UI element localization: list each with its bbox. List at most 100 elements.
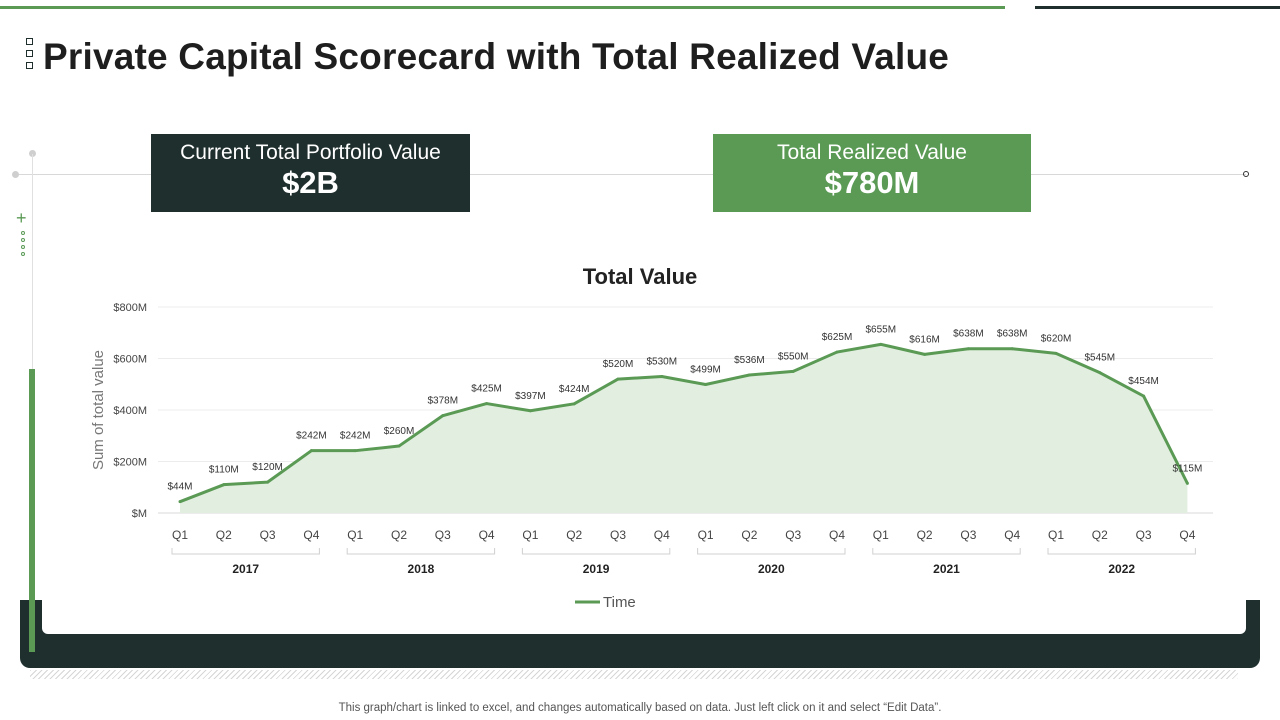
hatch-strip (30, 670, 1238, 679)
data-point (879, 342, 883, 346)
y-tick-label: $200M (113, 457, 147, 469)
year-label: 2022 (1108, 562, 1135, 576)
data-label: $620M (1041, 333, 1072, 344)
data-label: $499M (690, 365, 721, 376)
data-label: $120M (252, 462, 283, 473)
year-label: 2017 (232, 562, 259, 576)
y-tick-label: $800M (113, 302, 147, 314)
year-bracket (872, 548, 1021, 555)
data-point (397, 444, 401, 448)
x-tick-label: Q1 (873, 528, 889, 542)
data-label: $242M (296, 431, 327, 442)
data-point (309, 449, 313, 453)
x-tick-label: Q2 (391, 528, 407, 542)
data-label: $545M (1085, 353, 1116, 364)
divider-ring-right (1243, 171, 1249, 177)
data-label: $638M (953, 329, 984, 340)
vertical-divider (32, 154, 33, 369)
horizontal-divider (15, 174, 1246, 175)
data-label: $520M (603, 359, 634, 370)
x-tick-label: Q2 (917, 528, 933, 542)
data-point (616, 377, 620, 381)
data-point (747, 373, 751, 377)
data-label: $530M (647, 357, 678, 368)
x-tick-label: Q2 (1092, 528, 1108, 542)
kpi-realized-value: $780M (824, 165, 920, 200)
title-bullets-icon (26, 38, 34, 74)
y-axis-title: Sum of total value (90, 350, 107, 470)
divider-dot-left (12, 171, 19, 178)
data-label: $115M (1172, 463, 1202, 474)
dots-icon (21, 231, 25, 259)
data-label: $242M (340, 431, 371, 442)
data-point (1054, 351, 1058, 355)
year-bracket (1047, 548, 1196, 555)
year-label: 2020 (758, 562, 785, 576)
year-label: 2018 (408, 562, 435, 576)
series-line (179, 342, 1189, 504)
year-bracket (697, 548, 846, 555)
data-point (178, 500, 182, 504)
x-tick-label: Q3 (960, 528, 976, 542)
data-label: $616M (909, 334, 940, 345)
data-point (704, 383, 708, 387)
data-label: $536M (734, 355, 765, 366)
kpi-realized-label: Total Realized Value (777, 141, 967, 164)
data-point (222, 483, 226, 487)
data-point (1185, 481, 1189, 485)
data-label: $638M (997, 329, 1028, 340)
data-label: $260M (384, 426, 415, 437)
data-point (266, 480, 270, 484)
data-point (835, 350, 839, 354)
y-tick-label: $400M (113, 405, 147, 417)
x-tick-label: Q1 (172, 528, 188, 542)
x-tick-label: Q4 (829, 528, 845, 542)
x-tick-label: Q4 (1179, 528, 1195, 542)
data-point (528, 409, 532, 413)
x-tick-label: Q3 (610, 528, 626, 542)
x-tick-label: Q2 (741, 528, 757, 542)
year-label: 2019 (583, 562, 610, 576)
y-tick-label: $M (132, 508, 147, 520)
data-point (660, 375, 664, 379)
data-label: $424M (559, 384, 590, 395)
chart-title: Total Value (583, 264, 698, 289)
x-tick-label: Q3 (785, 528, 801, 542)
x-tick-label: Q4 (479, 528, 495, 542)
x-tick-label: Q3 (1136, 528, 1152, 542)
data-label: $655M (866, 324, 897, 335)
year-bracket (171, 548, 320, 555)
data-point (1010, 347, 1014, 351)
data-point (485, 402, 489, 406)
page-title: Private Capital Scorecard with Total Rea… (43, 36, 950, 77)
data-point (791, 369, 795, 373)
data-label: $378M (428, 396, 459, 407)
year-bracket (521, 548, 671, 555)
top-accent-line-green (0, 6, 1005, 9)
data-label: $110M (209, 465, 239, 476)
x-tick-label: Q2 (216, 528, 232, 542)
x-tick-label: Q1 (698, 528, 714, 542)
x-tick-label: Q3 (435, 528, 451, 542)
x-tick-label: Q4 (303, 528, 319, 542)
x-tick-label: Q4 (654, 528, 670, 542)
data-label: $425M (471, 384, 502, 395)
y-tick-label: $600M (113, 354, 147, 366)
data-point (572, 402, 576, 406)
data-label: $397M (515, 391, 546, 402)
kpi-card-portfolio: Current Total Portfolio Value $2B (151, 134, 470, 212)
x-tick-label: Q1 (347, 528, 363, 542)
footnote: This graph/chart is linked to excel, and… (338, 702, 942, 714)
x-tick-label: Q1 (1048, 528, 1064, 542)
x-tick-label: Q1 (522, 528, 538, 542)
x-tick-label: Q3 (260, 528, 276, 542)
kpi-card-realized: Total Realized Value $780M (713, 134, 1031, 212)
top-accent-line-dark (1035, 6, 1280, 9)
data-label: $454M (1128, 376, 1159, 387)
kpi-portfolio-label: Current Total Portfolio Value (180, 141, 441, 164)
series-area (180, 344, 1188, 513)
x-tick-label: Q2 (566, 528, 582, 542)
legend-label: Time (603, 594, 636, 611)
divider-dot-top (29, 150, 36, 157)
